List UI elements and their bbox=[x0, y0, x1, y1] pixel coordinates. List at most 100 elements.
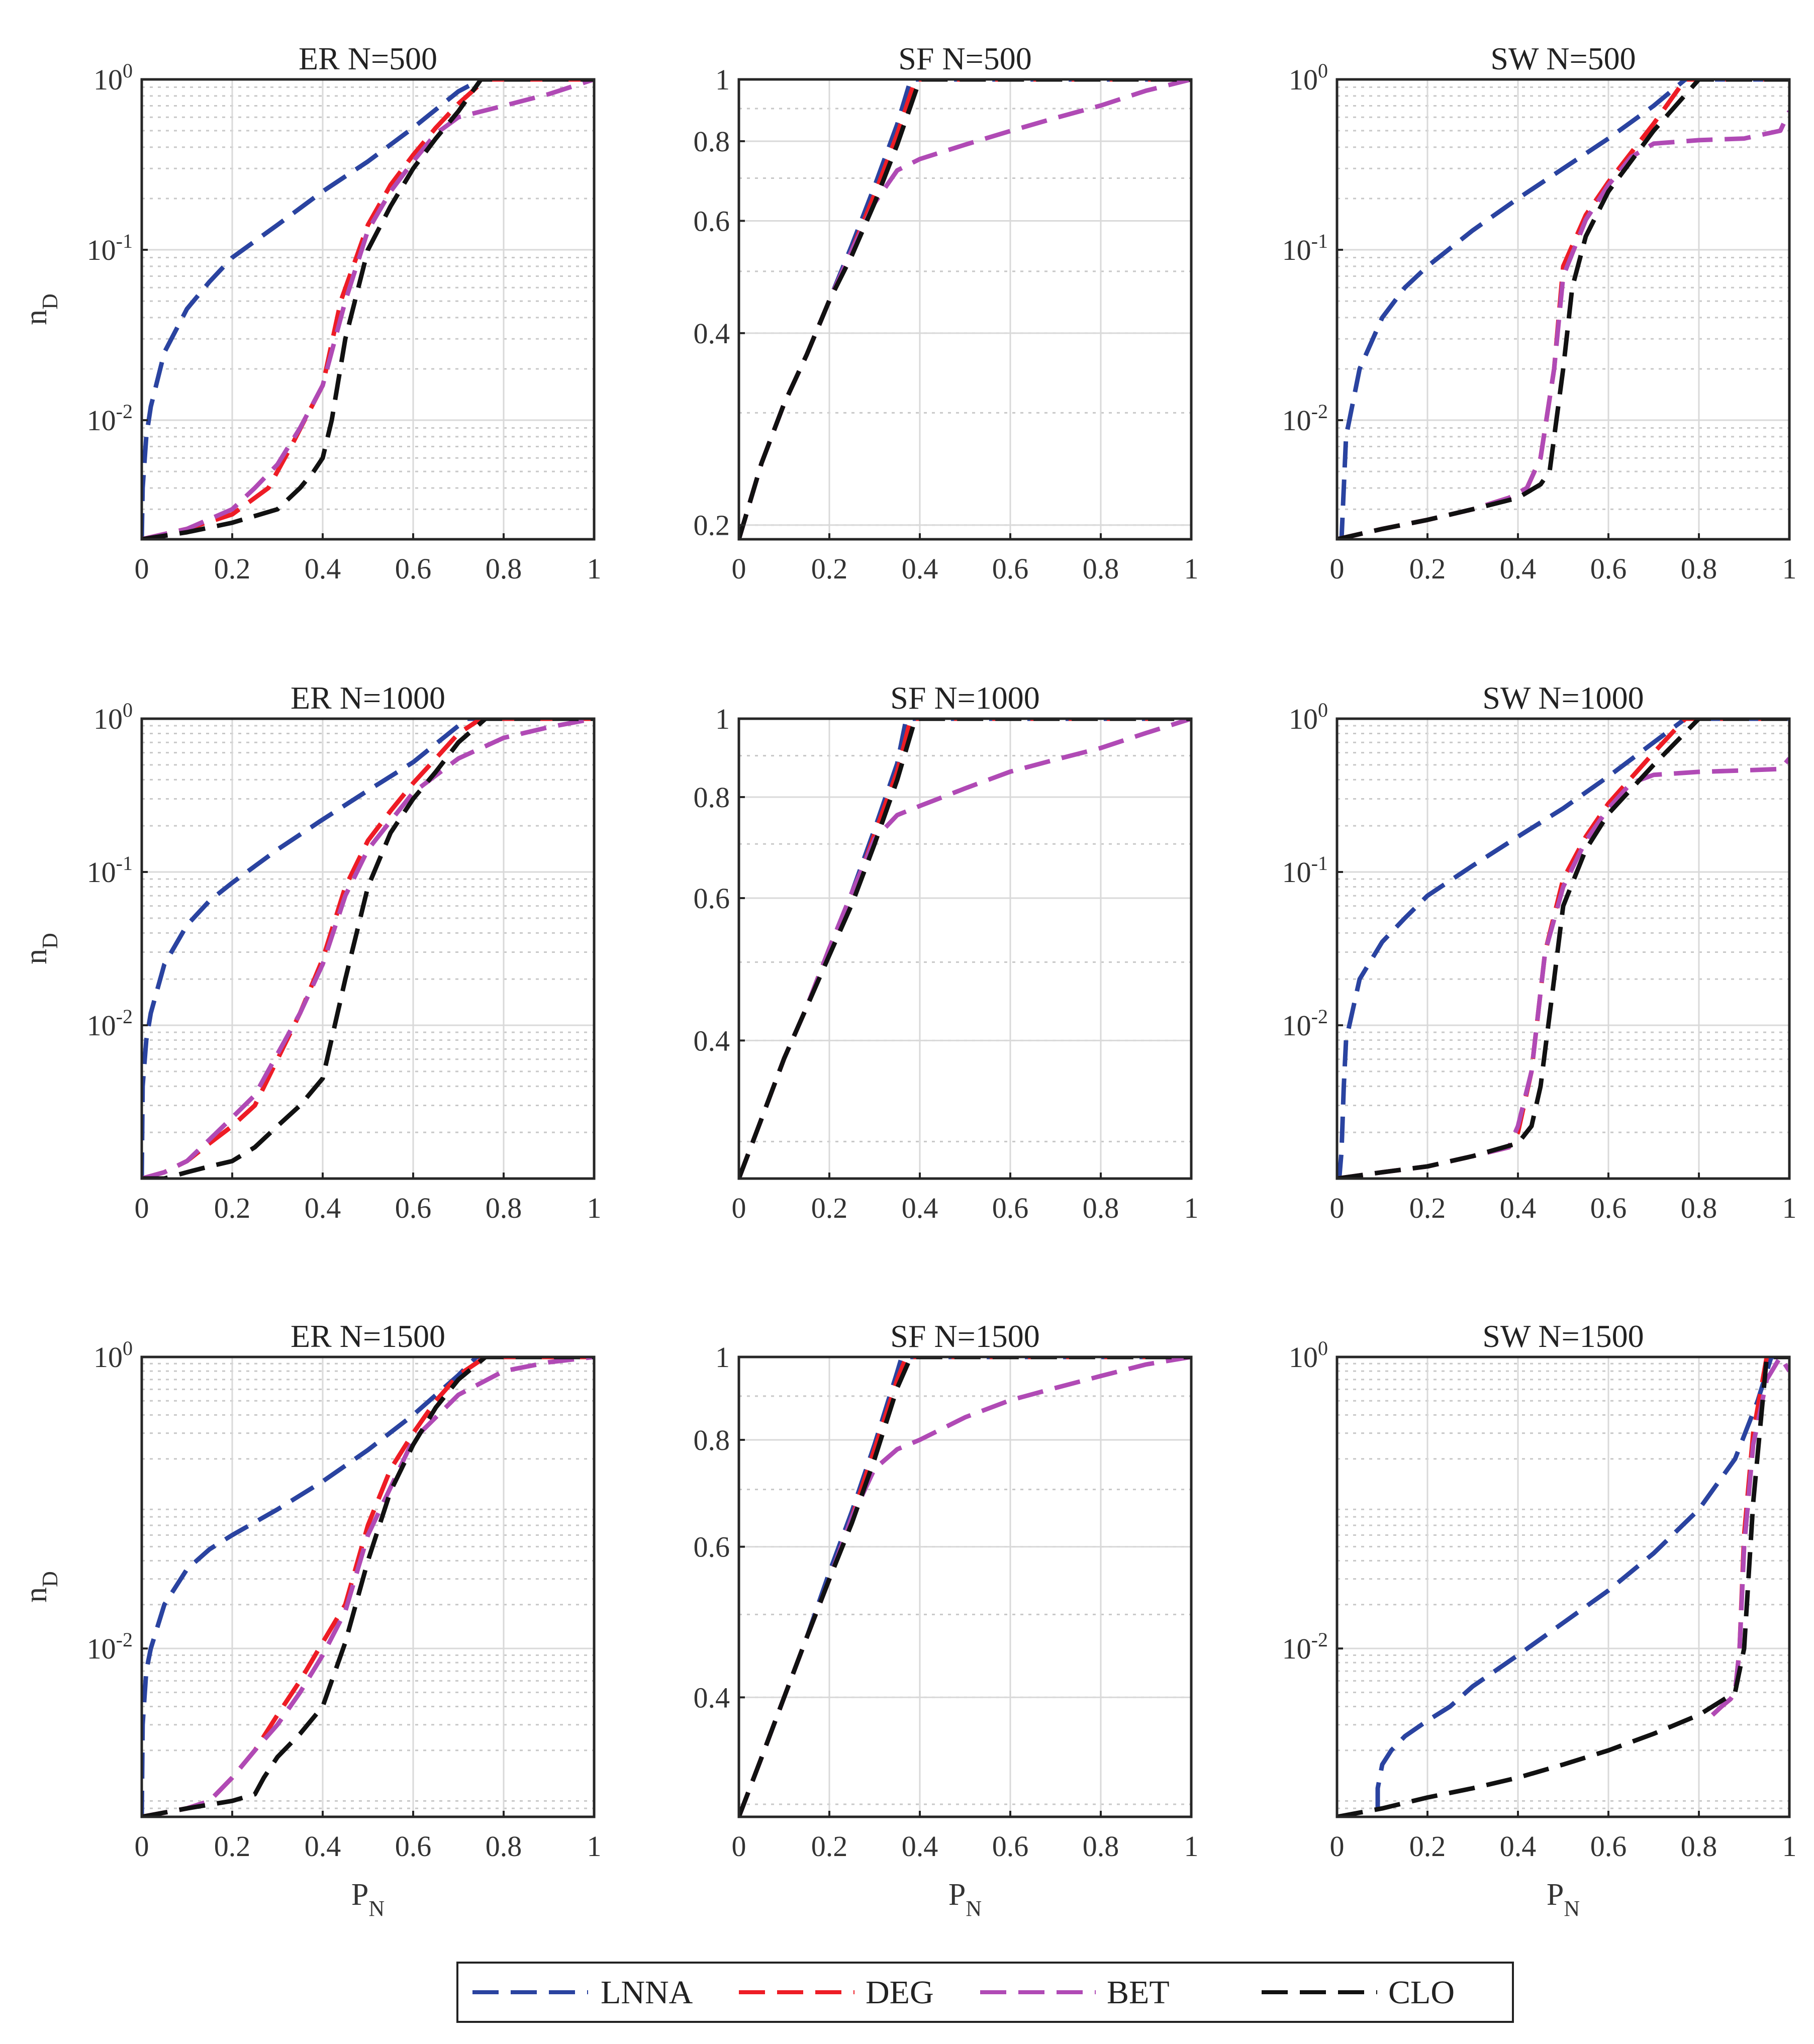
x-tick-label: 0.2 bbox=[1409, 552, 1446, 585]
legend-entry-bet: BET bbox=[980, 1974, 1170, 2011]
tick-labels: 0 0.2 0.4 0.6 0.8 1 10-2 10-1 100 bbox=[1282, 699, 1797, 1224]
y-tick-label: 10-2 bbox=[87, 1005, 133, 1042]
x-tick-label: 0.4 bbox=[902, 552, 938, 585]
series-line-lnna bbox=[1337, 719, 1789, 1179]
series-line-clo bbox=[142, 719, 594, 1179]
tick-labels: 0 0.2 0.4 0.6 0.8 1 10-2 10-1 100 bbox=[1282, 59, 1797, 585]
legend-label-bet: BET bbox=[1107, 1974, 1170, 2011]
x-tick-label: 0 bbox=[732, 552, 746, 585]
tick-labels: 0 0.2 0.4 0.6 0.8 1 10-2 100 bbox=[87, 1337, 602, 1863]
x-tick-label: 0.6 bbox=[395, 1830, 432, 1863]
series-line-bet bbox=[142, 79, 594, 539]
x-tick-label: 0.6 bbox=[1590, 552, 1627, 585]
chart-title: SF N=1000 bbox=[890, 680, 1040, 716]
y-tick-label: 100 bbox=[1289, 1337, 1328, 1374]
x-tick-label: 0.6 bbox=[395, 1192, 432, 1224]
chart-title: SF N=500 bbox=[898, 41, 1032, 76]
y-tick-label: 0.8 bbox=[694, 781, 730, 814]
x-tick-label: 1 bbox=[587, 552, 602, 585]
x-tick-label: 0.2 bbox=[214, 1192, 251, 1224]
series-line-bet bbox=[739, 1357, 1191, 1817]
axes-box bbox=[1335, 717, 1791, 1180]
legend-entry-deg: DEG bbox=[739, 1974, 934, 2011]
y-tick-label: 10-2 bbox=[87, 1628, 133, 1665]
series-lines bbox=[739, 719, 1191, 1179]
legend-label-clo: CLO bbox=[1388, 1974, 1455, 2011]
x-tick-label: 0.2 bbox=[811, 552, 848, 585]
series-line-lnna bbox=[142, 1357, 594, 1817]
x-tick-label: 0 bbox=[135, 1830, 149, 1863]
chart-title: SF N=1500 bbox=[890, 1318, 1040, 1354]
y-tick-label: 0.8 bbox=[694, 1424, 730, 1456]
x-tick-label: 0.4 bbox=[902, 1192, 938, 1224]
x-tick-label: 0.2 bbox=[214, 552, 251, 585]
x-tick-label: 0.6 bbox=[992, 1192, 1029, 1224]
series-line-lnna bbox=[142, 79, 594, 539]
x-tick-label: 0.8 bbox=[486, 1830, 522, 1863]
x-tick-label: 1 bbox=[587, 1192, 602, 1224]
x-tick-label: 0.8 bbox=[1681, 1830, 1717, 1863]
minor-grid bbox=[142, 1362, 594, 1809]
legend-label-lnna: LNNA bbox=[601, 1974, 693, 2011]
axes-box bbox=[737, 78, 1193, 541]
tick-labels: 0 0.2 0.4 0.6 0.8 1 0.4 0.6 0.8 1 bbox=[694, 703, 1199, 1224]
plot-area bbox=[739, 79, 1191, 539]
chart-sw-n-500: 0 0.2 0.4 0.6 0.8 1 10-2 10-1 100 SW N=500 bbox=[1282, 41, 1797, 585]
series-line-clo bbox=[142, 79, 594, 539]
series-lines bbox=[142, 719, 594, 1179]
minor-grid bbox=[1337, 1362, 1789, 1809]
x-tick-label: 0.4 bbox=[902, 1830, 938, 1863]
chart-title: ER N=500 bbox=[299, 41, 437, 76]
plot-area bbox=[1337, 79, 1789, 539]
x-tick-label: 0.6 bbox=[1590, 1830, 1627, 1863]
chart-er-n-1500: 0 0.2 0.4 0.6 0.8 1 10-2 100 ER N=1500 nD PN bbox=[19, 1318, 602, 1921]
chart-sw-n-1500: 0 0.2 0.4 0.6 0.8 1 10-2 100 SW N=1500 PN bbox=[1282, 1318, 1797, 1921]
chart-title: SW N=500 bbox=[1490, 41, 1636, 76]
x-tick-label: 0.2 bbox=[1409, 1192, 1446, 1224]
x-tick-label: 0 bbox=[1330, 1192, 1345, 1224]
x-tick-label: 0 bbox=[135, 1192, 149, 1224]
y-tick-label: 10-1 bbox=[87, 230, 133, 266]
x-tick-label: 0.4 bbox=[1500, 552, 1537, 585]
series-line-lnna bbox=[142, 719, 594, 1179]
x-tick-label: 1 bbox=[1184, 552, 1199, 585]
plot-area bbox=[142, 1357, 594, 1817]
x-tick-label: 0.4 bbox=[305, 1830, 341, 1863]
legend-label-deg: DEG bbox=[866, 1974, 934, 2011]
plot-area bbox=[1337, 1357, 1789, 1817]
y-tick-label: 100 bbox=[93, 1337, 133, 1374]
plot-area bbox=[142, 719, 594, 1179]
legend-entry-lnna: LNNA bbox=[472, 1974, 693, 2011]
x-tick-label: 0.2 bbox=[214, 1830, 251, 1863]
x-tick-label: 0.6 bbox=[1590, 1192, 1627, 1224]
tick-labels: 0 0.2 0.4 0.6 0.8 10.20.40.60.81 bbox=[694, 63, 1199, 585]
chart-title: SW N=1500 bbox=[1482, 1318, 1644, 1354]
y-tick-label: 1 bbox=[715, 63, 730, 96]
x-tick-label: 0 bbox=[732, 1830, 746, 1863]
axes-box bbox=[737, 717, 1193, 1180]
series-line-bet bbox=[1710, 1357, 1789, 1717]
minor-grid bbox=[1337, 725, 1789, 1133]
series-line-clo bbox=[739, 79, 1191, 539]
plot-area bbox=[142, 79, 594, 539]
chart-title: SW N=1000 bbox=[1482, 680, 1644, 716]
axes-box bbox=[140, 717, 596, 1180]
chart-sw-n-1000: 0 0.2 0.4 0.6 0.8 1 10-2 10-1 100 SW N=1000 bbox=[1282, 680, 1797, 1224]
series-line-deg bbox=[142, 719, 594, 1179]
y-tick-label: 0.4 bbox=[694, 317, 730, 350]
x-tick-label: 0.4 bbox=[1500, 1830, 1537, 1863]
y-tick-label: 10-2 bbox=[1282, 400, 1328, 437]
series-line-lnna bbox=[1337, 79, 1789, 539]
y-tick-label: 0.6 bbox=[694, 205, 730, 237]
y-tick-label: 0.6 bbox=[694, 1531, 730, 1564]
axes-box bbox=[1335, 1355, 1791, 1818]
series-lines bbox=[142, 79, 594, 539]
tick-labels: 0 0.2 0.4 0.6 0.8 1 10-2 100 bbox=[1282, 1337, 1797, 1863]
x-tick-label: 0 bbox=[1330, 1830, 1345, 1863]
chart-sf-n-1000: 0 0.2 0.4 0.6 0.8 1 0.4 0.6 0.8 1 SF N=1000 bbox=[694, 680, 1199, 1224]
y-tick-label: 100 bbox=[1289, 59, 1328, 96]
y-tick-label: 0.2 bbox=[694, 509, 730, 542]
